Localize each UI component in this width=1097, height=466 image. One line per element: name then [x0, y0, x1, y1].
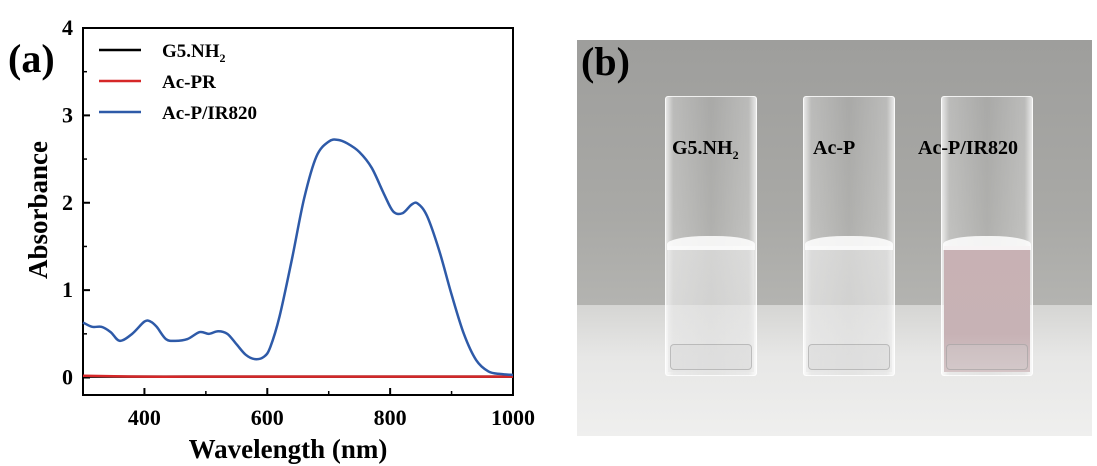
x-tick-label: 600: [251, 405, 284, 430]
panel-a-letter: (a): [8, 36, 55, 81]
cuvette-g5nh2: [665, 96, 757, 376]
panel-b-letter: (b): [581, 39, 630, 84]
legend-label: Ac-PR: [162, 72, 216, 93]
legend: G5.NH2 Ac-PR Ac-P/IR820: [99, 41, 257, 124]
y-tick-label: 1: [62, 277, 73, 302]
x-axis: 400 600 800 1000: [82, 388, 535, 430]
cuvette-photo: [577, 40, 1092, 436]
plot-area: [82, 27, 514, 396]
cuvette-acp-ir820: [941, 96, 1033, 376]
legend-label: Ac-P/IR820: [162, 103, 257, 124]
series-line-2: [82, 138, 514, 377]
legend-label: G5.NH2: [162, 41, 226, 65]
y-axis-title: Absorbance: [23, 141, 53, 279]
cuvette-label-g5nh2: G5.NH2: [672, 137, 739, 162]
x-tick-label: 400: [128, 405, 161, 430]
x-tick-label: 1000: [491, 405, 535, 430]
y-tick-label: 2: [62, 190, 73, 215]
y-tick-label: 3: [62, 102, 73, 127]
absorbance-chart: (a) 0 1 2 3 4 400 600 800 1000 G5.NH2 Ac-PR Ac-P/…: [8, 15, 535, 464]
plot-frame: [82, 27, 514, 396]
y-tick-label: 0: [62, 365, 73, 390]
series-line-1: [82, 374, 513, 378]
cuvette-label-acp: Ac-P: [813, 137, 856, 159]
x-tick-label: 800: [374, 405, 407, 430]
x-axis-title: Wavelength (nm): [189, 434, 388, 464]
series-lines: [82, 138, 514, 378]
cuvette-acp: [803, 96, 895, 376]
y-tick-label: 4: [62, 15, 73, 40]
cuvette-label-acp-ir820: Ac-P/IR820: [918, 137, 1018, 159]
y-axis: 0 1 2 3 4: [62, 15, 90, 390]
